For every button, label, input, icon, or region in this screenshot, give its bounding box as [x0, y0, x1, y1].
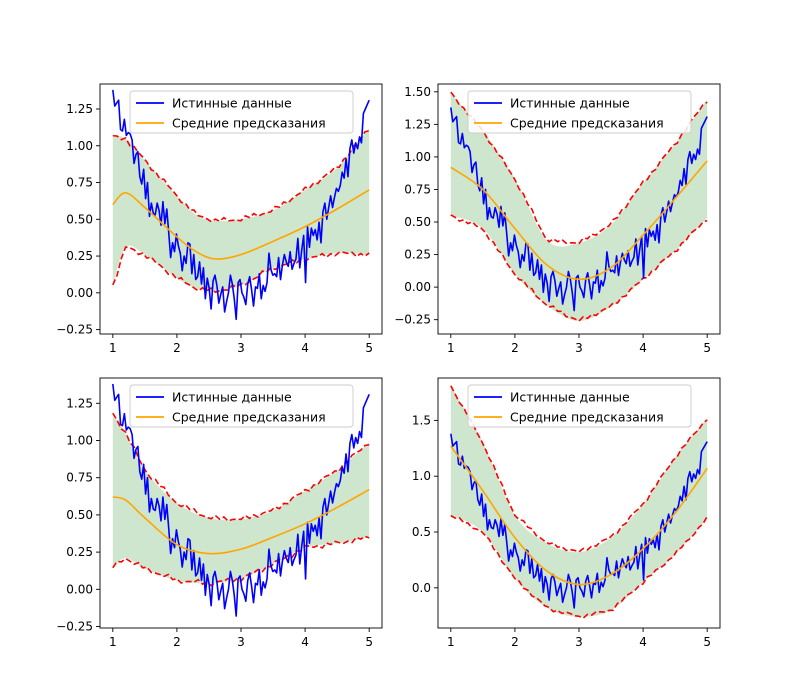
legend-box	[129, 90, 354, 134]
legend-label: Средние предсказания	[510, 116, 664, 131]
true-data-line	[112, 383, 370, 617]
subplot-top-right: 1 2 3 4 5 −0.25 0.00 0.25 0.50 0.75 1.00 1.25 1.50 Ис…	[394, 83, 721, 355]
legend-label: Истинные данные	[172, 96, 292, 111]
subplot-top-left: 1 2 3 4 5 −0.25 0.00 0.25 0.50 0.75 1.00 1.25 Истинн…	[56, 83, 383, 355]
x-tick-label: 1	[109, 341, 117, 355]
subplot-bottom-right: 1 2 3 4 5 0.0 0.5 1.0 1.5 Истинные данные Средние …	[412, 377, 721, 649]
y-tick-label: 0.00	[66, 286, 93, 300]
subplot-bottom-left: 1 2 3 4 5 −0.25 0.00 0.25 0.50 0.75 1.00 1.25 Истинн…	[56, 377, 383, 649]
plot-area	[112, 89, 370, 321]
x-tick-label: 2	[173, 635, 181, 649]
plot-area	[112, 383, 370, 617]
legend-label: Истинные данные	[172, 390, 292, 405]
legend: Истинные данные Средние предсказания	[467, 384, 692, 428]
plot-area	[450, 385, 708, 620]
y-tick-label: 0.0	[412, 581, 431, 595]
x-tick-label: 3	[575, 635, 583, 649]
y-tick-label: −0.25	[56, 620, 93, 634]
legend-label: Средние предсказания	[510, 410, 664, 425]
y-tick-label: −0.25	[394, 313, 431, 327]
confidence-band	[112, 128, 370, 292]
x-tick-label: 5	[365, 341, 373, 355]
x-tick-label: 3	[237, 635, 245, 649]
x-tick-label: 5	[703, 341, 711, 355]
legend-box	[467, 90, 692, 134]
x-tick-label: 5	[703, 635, 711, 649]
y-tick-label: 0.00	[66, 582, 93, 596]
y-tick-label: 1.50	[404, 85, 431, 99]
y-tick-label: 0.75	[66, 471, 93, 485]
x-tick-label: 3	[575, 341, 583, 355]
upper-bound-line	[112, 129, 370, 223]
x-tick-label: 2	[173, 341, 181, 355]
legend: Истинные данные Средние предсказания	[129, 384, 354, 428]
y-tick-label: 1.25	[404, 117, 431, 131]
y-tick-label: 0.00	[404, 280, 431, 294]
legend-box	[129, 384, 354, 428]
legend: Истинные данные Средние предсказания	[467, 90, 692, 134]
x-tick-label: 1	[447, 635, 455, 649]
y-tick-label: 0.25	[404, 248, 431, 262]
y-tick-label: 0.75	[404, 182, 431, 196]
mean-prediction-line	[450, 160, 708, 281]
legend-label: Истинные данные	[510, 96, 630, 111]
upper-bound-line	[450, 91, 708, 245]
x-tick-label: 5	[365, 635, 373, 649]
lower-bound-line	[450, 514, 708, 620]
y-tick-label: 1.00	[66, 139, 93, 153]
x-tick-label: 4	[639, 635, 647, 649]
y-tick-label: 1.00	[66, 434, 93, 448]
lower-bound-line	[450, 214, 708, 323]
y-tick-label: 1.25	[66, 396, 93, 410]
y-tick-label: 1.0	[412, 469, 431, 483]
mean-prediction-line	[112, 189, 370, 260]
legend-box	[467, 384, 692, 428]
x-tick-label: 4	[639, 341, 647, 355]
legend-label: Средние предсказания	[172, 116, 326, 131]
true-data-line	[450, 433, 708, 609]
true-data-line	[112, 89, 370, 321]
x-tick-label: 1	[109, 635, 117, 649]
legend-label: Истинные данные	[510, 390, 630, 405]
y-tick-label: 1.5	[412, 413, 431, 427]
mean-prediction-line	[112, 488, 370, 555]
y-tick-label: 0.50	[66, 508, 93, 522]
confidence-band	[112, 413, 370, 584]
x-tick-label: 4	[301, 635, 309, 649]
y-tick-label: 0.75	[66, 176, 93, 190]
y-tick-label: 0.5	[412, 525, 431, 539]
legend-label: Средние предсказания	[172, 410, 326, 425]
true-data-line	[450, 107, 708, 312]
mean-prediction-line	[450, 445, 708, 586]
y-tick-label: 1.00	[404, 150, 431, 164]
y-tick-label: 1.25	[66, 102, 93, 116]
x-tick-label: 4	[301, 341, 309, 355]
y-tick-label: −0.25	[56, 323, 93, 337]
y-tick-label: 0.25	[66, 249, 93, 263]
legend: Истинные данные Средние предсказания	[129, 90, 354, 134]
plot-area	[450, 91, 708, 323]
y-tick-label: 0.25	[66, 545, 93, 559]
y-tick-label: 0.50	[404, 215, 431, 229]
x-tick-label: 2	[511, 341, 519, 355]
upper-bound-line	[112, 412, 370, 522]
x-tick-label: 2	[511, 635, 519, 649]
upper-bound-line	[450, 385, 708, 553]
x-tick-label: 1	[447, 341, 455, 355]
x-tick-label: 3	[237, 341, 245, 355]
y-tick-label: 0.50	[66, 212, 93, 226]
